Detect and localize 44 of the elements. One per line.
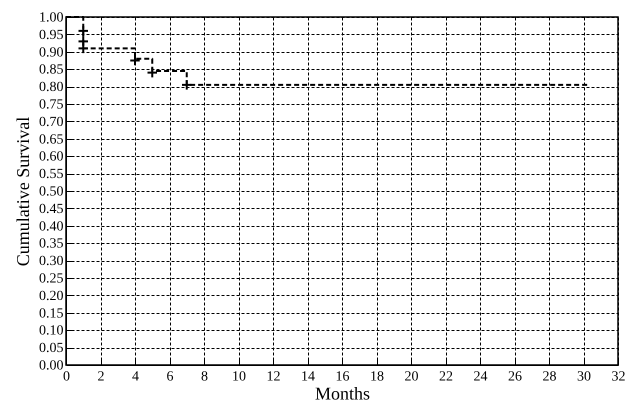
y-tick-label: 0.00: [39, 358, 64, 374]
y-tick-label: 0.80: [39, 80, 64, 96]
y-tick-label: 0.65: [39, 132, 64, 148]
y-tick-label: 0.10: [39, 324, 64, 339]
y-tick-label: 0.05: [39, 341, 64, 356]
x-tick-label: 24: [474, 370, 488, 384]
y-tick-label: 0.45: [39, 202, 64, 217]
x-tick-label: 4: [132, 370, 139, 384]
x-tick-label: 18: [370, 370, 384, 384]
y-tick-label: 0.30: [39, 254, 64, 270]
x-tick-label: 0: [63, 370, 70, 384]
x-tick-label: 20: [404, 370, 418, 384]
x-tick-label: 14: [301, 370, 315, 384]
y-axis-title: Cumulative Survival: [13, 116, 33, 266]
y-tick-label: 0.90: [39, 45, 64, 60]
y-tick-label: 0.20: [39, 288, 64, 304]
x-tick-label: 6: [166, 370, 174, 384]
y-tick-label: 0.55: [39, 167, 64, 182]
y-tick-label: 0.95: [39, 28, 64, 43]
point: [146, 66, 158, 78]
x-tick-label: 8: [201, 370, 208, 384]
x-tick-label: 2: [98, 370, 104, 384]
x-tick-label: 30: [577, 370, 591, 384]
point: [78, 42, 89, 54]
x-axis-title: Months: [314, 384, 370, 404]
y-tick-label: 0.75: [39, 98, 64, 112]
x-tick-label: 32: [612, 370, 626, 384]
x-tick-label: 26: [508, 370, 522, 384]
y-tick-label: 1.00: [39, 10, 64, 26]
x-tick-label: 12: [266, 370, 280, 384]
point: [181, 79, 192, 91]
y-tick-label: 0.50: [39, 184, 64, 200]
y-tick-label: 0.85: [39, 62, 64, 78]
y-tick-label: 0.35: [39, 236, 64, 252]
point: [78, 25, 89, 37]
x-tick-label: 22: [439, 370, 453, 384]
y-tick-label: 0.25: [39, 272, 64, 286]
y-tick-label: 0.70: [39, 114, 64, 130]
x-tick-label: 28: [542, 370, 556, 384]
y-tick-label: 0.15: [39, 306, 64, 322]
x-tick-label: 10: [232, 370, 246, 384]
y-tick-label: 0.40: [39, 219, 64, 234]
y-tick-label: 0.60: [39, 150, 64, 165]
x-tick-label: 16: [336, 370, 350, 384]
